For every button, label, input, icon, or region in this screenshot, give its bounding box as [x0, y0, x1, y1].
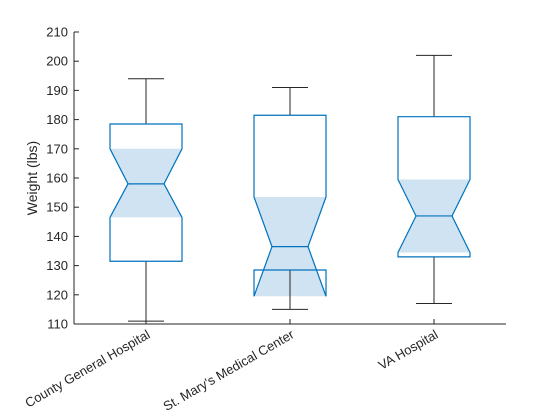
box-series: [109, 54, 471, 322]
x-tick-label: County General Hospital: [22, 327, 152, 411]
y-tick-label: 110: [47, 317, 68, 332]
box-1: [109, 78, 183, 322]
y-axis-label: Weight (lbs): [24, 141, 40, 215]
y-tick-label: 210: [46, 25, 68, 40]
box-outline: [109, 123, 183, 262]
y-tick-label: 140: [46, 229, 68, 244]
x-tick-label: VA Hospital: [376, 327, 441, 373]
y-tick-label: 170: [46, 141, 68, 156]
notch-fill: [110, 148, 182, 218]
y-tick-label: 190: [46, 83, 68, 98]
y-tick-label: 160: [46, 171, 68, 186]
y-tick-label: 130: [46, 258, 68, 273]
x-axis: County General Hospital St. Mary's Medica…: [22, 319, 506, 414]
y-tick-label: 180: [46, 112, 68, 127]
y-tick-label: 120: [46, 287, 68, 302]
box-2: [253, 86, 327, 310]
y-axis: 110 120 130 140 150 160 170 180 190 200 210: [46, 25, 79, 332]
y-tick-label: 150: [46, 200, 68, 215]
box-3: [397, 54, 471, 305]
y-tick-label: 200: [46, 54, 68, 69]
box-outline: [253, 114, 327, 297]
x-tick-label: St. Mary's Medical Center: [160, 326, 297, 414]
box-outline: [397, 116, 471, 258]
